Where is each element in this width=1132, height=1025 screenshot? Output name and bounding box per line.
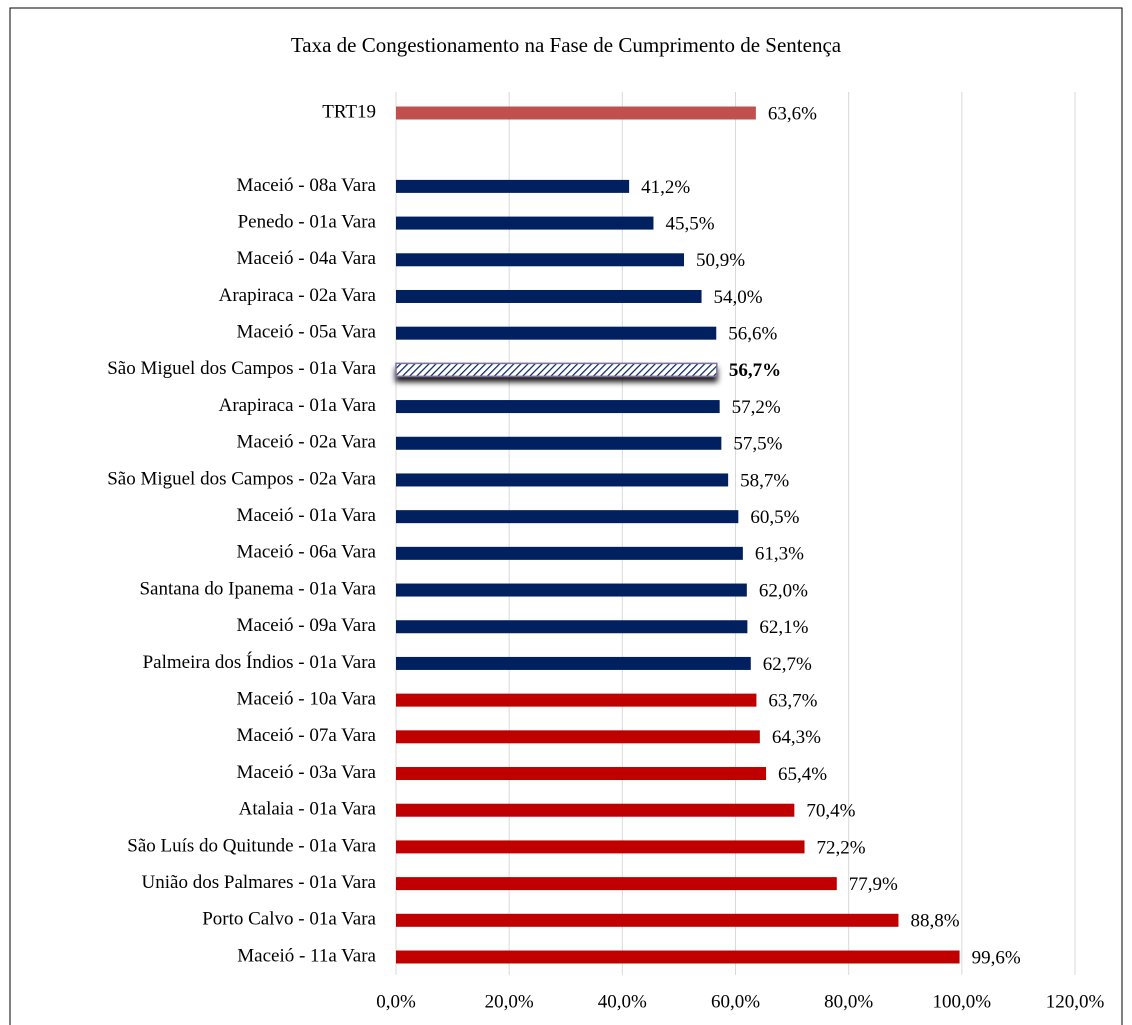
y-tick-label: São Miguel dos Campos - 01a Vara xyxy=(107,358,376,379)
bar xyxy=(396,767,767,781)
chart-title: Taxa de Congestionamento na Fase de Cump… xyxy=(291,33,842,57)
y-tick-label: Maceió - 05a Vara xyxy=(237,322,377,343)
y-tick-label: Maceió - 01a Vara xyxy=(237,505,377,526)
y-tick-label: Maceió - 03a Vara xyxy=(237,762,377,783)
bar xyxy=(396,253,685,267)
bar xyxy=(396,289,702,303)
y-tick-label: Maceió - 11a Vara xyxy=(237,945,376,966)
bar xyxy=(396,583,747,597)
data-label: 72,2% xyxy=(817,837,866,858)
bar xyxy=(396,877,837,891)
frame xyxy=(9,7,1123,1025)
y-tick-label: São Miguel dos Campos - 02a Vara xyxy=(107,468,376,489)
data-label: 57,2% xyxy=(732,397,781,418)
y-tick-label: Maceió - 07a Vara xyxy=(237,725,377,746)
x-tick-label: 20,0% xyxy=(485,991,534,1012)
y-tick-label: Arapiraca - 02a Vara xyxy=(219,285,377,306)
bar xyxy=(396,730,760,744)
bar xyxy=(395,362,718,378)
data-label: 70,4% xyxy=(806,801,855,822)
bar xyxy=(396,656,751,670)
data-label: 62,1% xyxy=(759,617,808,638)
x-tick-label: 100,0% xyxy=(933,991,992,1012)
y-tick-label: São Luís do Quitunde - 01a Vara xyxy=(127,835,376,856)
y-tick-label: União dos Palmares - 01a Vara xyxy=(142,872,377,893)
bar xyxy=(396,546,743,560)
y-tick-label: Maceió - 04a Vara xyxy=(237,248,377,269)
data-label: 88,8% xyxy=(910,911,959,932)
data-label: 41,2% xyxy=(641,177,690,198)
y-tick-label: TRT19 xyxy=(322,101,376,122)
y-tick-label: Maceió - 02a Vara xyxy=(237,432,377,453)
bar xyxy=(396,620,748,634)
y-tick-label: Penedo - 01a Vara xyxy=(238,211,377,232)
data-label: 60,5% xyxy=(750,507,799,528)
data-label: 99,6% xyxy=(972,947,1021,968)
y-tick-label: Santana do Ipanema - 01a Vara xyxy=(139,578,376,599)
data-label: 64,3% xyxy=(772,727,821,748)
data-label: 65,4% xyxy=(778,764,827,785)
y-tick-label: Maceió - 06a Vara xyxy=(237,542,377,563)
data-label: 61,3% xyxy=(755,544,804,565)
y-tick-label: Palmeira dos Índios - 01a Vara xyxy=(143,651,377,673)
x-tick-label: 40,0% xyxy=(598,991,647,1012)
bar xyxy=(396,436,722,450)
y-tick-label: Maceió - 08a Vara xyxy=(237,175,377,196)
data-label: 45,5% xyxy=(665,213,714,234)
bar xyxy=(396,106,756,120)
bar xyxy=(396,179,630,193)
x-tick-label: 60,0% xyxy=(711,991,760,1012)
data-label: 77,9% xyxy=(849,874,898,895)
x-tick-label: 0,0% xyxy=(376,991,416,1012)
data-label: 56,6% xyxy=(728,324,777,345)
data-label: 62,7% xyxy=(763,654,812,675)
data-label: 58,7% xyxy=(740,470,789,491)
data-label: 63,6% xyxy=(768,103,817,124)
bar xyxy=(396,913,899,927)
bar xyxy=(396,693,757,707)
bar xyxy=(396,840,805,854)
data-label: 56,7% xyxy=(729,360,781,381)
bar xyxy=(396,216,654,230)
bar xyxy=(396,950,960,964)
y-tick-label: Atalaia - 01a Vara xyxy=(239,799,377,820)
data-label: 54,0% xyxy=(714,287,763,308)
bar xyxy=(396,803,795,817)
y-tick-label: Arapiraca - 01a Vara xyxy=(219,395,377,416)
data-label: 57,5% xyxy=(733,434,782,455)
x-tick-label: 80,0% xyxy=(824,991,873,1012)
y-tick-label: Maceió - 09a Vara xyxy=(237,615,377,636)
bar xyxy=(396,400,720,414)
data-label: 62,0% xyxy=(759,580,808,601)
bar xyxy=(396,473,729,487)
bar xyxy=(396,326,717,340)
x-tick-label: 120,0% xyxy=(1046,991,1105,1012)
data-label: 50,9% xyxy=(696,250,745,271)
y-tick-label: Porto Calvo - 01a Vara xyxy=(202,909,376,930)
data-label: 63,7% xyxy=(768,690,817,711)
y-tick-label: Maceió - 10a Vara xyxy=(237,688,377,709)
bar xyxy=(396,510,739,524)
